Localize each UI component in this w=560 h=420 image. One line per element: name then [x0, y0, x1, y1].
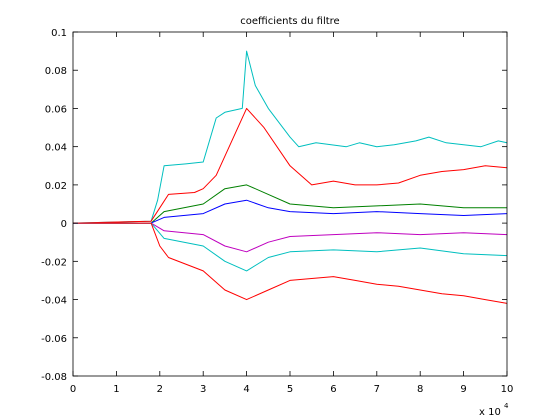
x-tick-label: 7 — [374, 384, 380, 395]
y-tick-label: -0.02 — [41, 257, 67, 268]
x-tick-label: 1 — [113, 384, 119, 395]
x-tick-label: 2 — [157, 384, 163, 395]
chart-title: coefficients du filtre — [240, 16, 339, 27]
series-line-5 — [73, 222, 508, 253]
y-tick-label: 0.02 — [45, 181, 67, 192]
y-tick-label: -0.04 — [41, 296, 67, 307]
y-tick-label: -0.06 — [41, 334, 67, 345]
series-line-7 — [73, 222, 508, 304]
x-multiplier-label: x 10 4 — [479, 402, 509, 418]
y-tick-label: -0.08 — [41, 372, 67, 383]
ticks-layer: 0 1 2 3 4 5 6 7 8 9 10 0.1 0.08 0.06 0.04 0.02 0 -0.02 -0.… — [41, 28, 513, 395]
y-tick-label: 0.08 — [45, 66, 67, 77]
y-tick-label: 0.1 — [51, 28, 67, 39]
x-tick-label: 9 — [460, 384, 466, 395]
x-multiplier-exponent: 4 — [504, 402, 509, 410]
y-tick-label: 0 — [61, 219, 67, 230]
series-line-6 — [73, 222, 508, 272]
x-tick-label: 5 — [287, 384, 293, 395]
series-layer — [72, 50, 508, 304]
x-tick-label: 8 — [417, 384, 423, 395]
x-multiplier-base: x 10 — [479, 407, 501, 418]
series-line-1 — [72, 50, 508, 224]
x-tick-label: 4 — [243, 384, 249, 395]
x-tick-label: 6 — [330, 384, 336, 395]
series-line-4 — [73, 199, 508, 224]
x-tick-label: 10 — [501, 384, 514, 395]
x-tick-label: 0 — [70, 384, 76, 395]
y-tick-label: 0.06 — [45, 104, 67, 115]
series-line-2 — [72, 107, 508, 224]
series-line-3 — [73, 184, 507, 224]
x-tick-label: 3 — [200, 384, 206, 395]
y-tick-label: 0.04 — [45, 143, 67, 154]
